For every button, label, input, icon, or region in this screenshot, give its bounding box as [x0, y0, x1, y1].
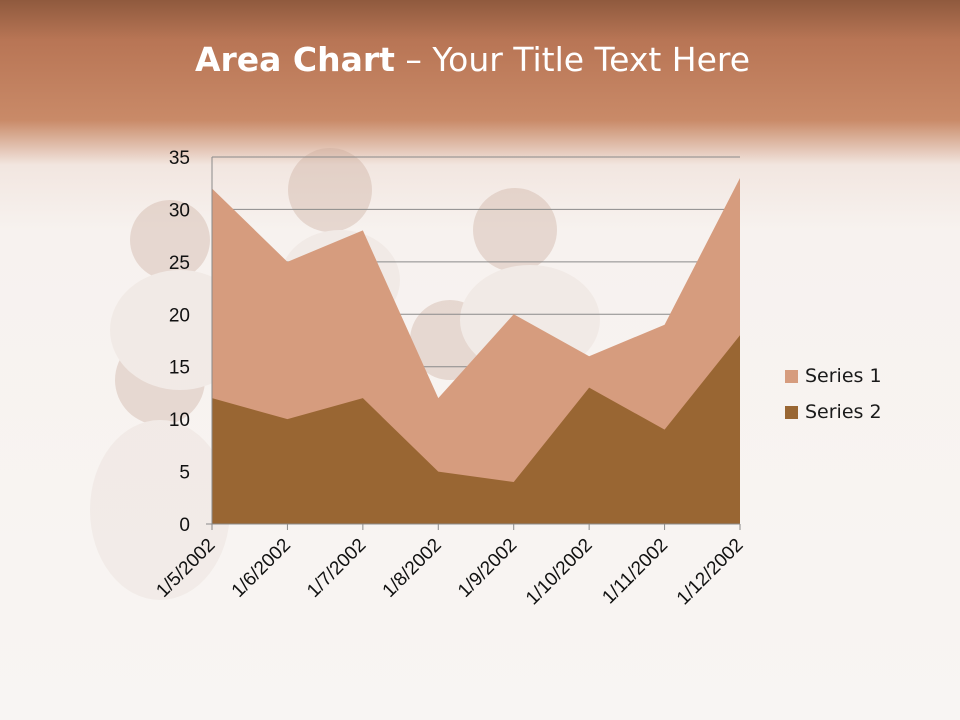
- y-tick-label: 5: [179, 463, 190, 484]
- legend-label: Series 2: [805, 401, 882, 423]
- y-tick-label: 20: [169, 305, 190, 326]
- y-tick-label: 10: [169, 410, 190, 431]
- slide-title: Area Chart – Your Title Text Here: [194, 40, 751, 79]
- x-tick-label: 1/8/2002: [379, 535, 446, 602]
- legend-swatch: [785, 405, 798, 419]
- x-tick-label: 1/9/2002: [454, 535, 521, 602]
- legend: Series 1 Series 2: [785, 358, 882, 430]
- x-tick-label: 1/7/2002: [303, 535, 370, 602]
- y-tick-label: 0: [179, 515, 190, 536]
- area-series-2: [212, 335, 740, 524]
- y-tick-label: 15: [169, 358, 190, 379]
- y-tick-label: 25: [169, 253, 190, 274]
- legend-item-series-1: Series 1: [785, 358, 882, 394]
- x-tick-label: 1/6/2002: [228, 535, 295, 602]
- x-tick-label: 1/11/2002: [598, 535, 672, 609]
- y-tick-label: 30: [169, 200, 190, 221]
- x-tick-label: 1/12/2002: [673, 535, 748, 610]
- x-tick-label: 1/5/2002: [152, 535, 219, 602]
- y-tick-label: 35: [169, 148, 190, 169]
- legend-label: Series 1: [805, 365, 882, 387]
- legend-item-series-2: Series 2: [785, 394, 882, 430]
- legend-swatch: [785, 369, 798, 383]
- x-tick-label: 1/10/2002: [522, 535, 597, 610]
